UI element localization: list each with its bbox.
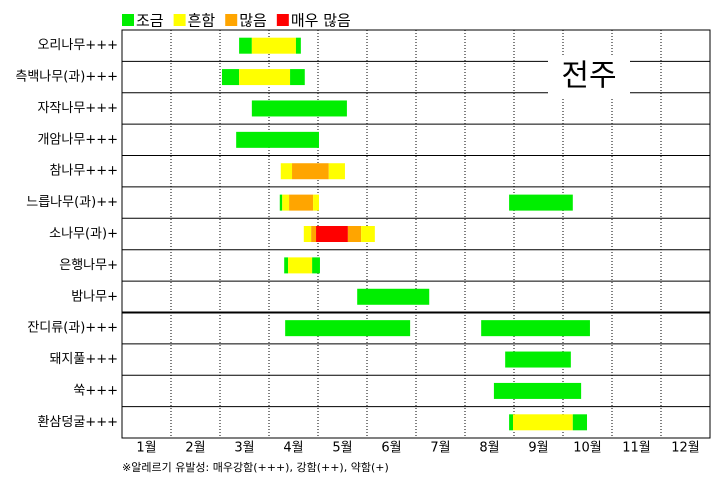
segment (284, 257, 289, 274)
row-label: 참나무+++ (49, 164, 118, 179)
segment (311, 226, 317, 242)
legend-swatch (225, 14, 238, 26)
x-tick-label: 5월 (332, 441, 352, 456)
segment (295, 37, 301, 54)
segment (316, 226, 348, 242)
legend-swatch (173, 14, 186, 26)
row-label: 측백나무(과)+++ (15, 70, 118, 85)
x-tick-label: 1월 (136, 441, 156, 456)
segment (313, 194, 319, 211)
x-tick-label: 6월 (381, 441, 401, 456)
segment (513, 414, 573, 431)
legend-label: 흔함 (188, 12, 216, 30)
segment (303, 226, 312, 242)
segment (290, 69, 305, 86)
segment (572, 414, 588, 431)
row-label: 은행나무+ (59, 257, 118, 273)
legend-label: 조금 (136, 12, 164, 30)
x-tick-label: 11월 (622, 441, 651, 456)
segment (251, 37, 296, 54)
segment (505, 351, 571, 368)
segment (347, 226, 362, 242)
segment (328, 163, 345, 180)
segment (221, 69, 240, 86)
x-tick-label: 10월 (573, 441, 602, 456)
row-label: 쑥+++ (73, 383, 118, 398)
legend-swatch (122, 14, 134, 26)
legend-label: 많음 (239, 12, 267, 30)
plot-frame (121, 29, 711, 439)
segment (493, 382, 582, 399)
row-label: 환삼덩굴+++ (37, 415, 118, 430)
segment (289, 194, 314, 211)
x-tick-label: 2월 (185, 441, 205, 456)
x-tick-label: 12월 (671, 441, 700, 456)
row-label: 잔디류(과)+++ (27, 321, 118, 336)
x-tick-label: 8월 (479, 441, 499, 456)
chart-title: 전주 (561, 59, 616, 94)
row-label: 오리나무+++ (37, 38, 118, 53)
row-label: 밤나무+ (71, 289, 118, 304)
segment (288, 257, 313, 274)
segment (312, 257, 320, 274)
segment (251, 100, 347, 117)
row-label: 소나무(과)+ (49, 227, 118, 242)
x-tick-label: 7월 (430, 441, 450, 456)
x-tick-label: 4월 (283, 441, 303, 456)
segment (236, 131, 319, 148)
segment (292, 163, 329, 180)
segment (357, 288, 430, 305)
segment (280, 163, 293, 180)
x-tick-label: 9월 (528, 441, 548, 456)
segment (509, 414, 514, 431)
segment (361, 226, 375, 242)
footnote: ※알레르기 유발성: 매우강함(+++), 강함(++), 약함(+) (122, 460, 389, 474)
segment (509, 194, 573, 211)
row-label: 개암나무+++ (37, 132, 118, 147)
legend-swatch (276, 14, 289, 26)
segment (279, 194, 283, 211)
segment (239, 37, 252, 54)
row-label: 자작나무+++ (37, 101, 118, 116)
segment (282, 194, 290, 211)
title-box (548, 55, 630, 99)
row-label: 돼지풀+++ (49, 352, 118, 367)
segment (481, 320, 590, 337)
segment (285, 320, 411, 337)
x-tick-label: 3월 (234, 441, 254, 456)
segment (239, 69, 291, 86)
legend-label: 매우 많음 (291, 12, 351, 30)
row-label: 느릅나무(과)++ (26, 195, 118, 210)
